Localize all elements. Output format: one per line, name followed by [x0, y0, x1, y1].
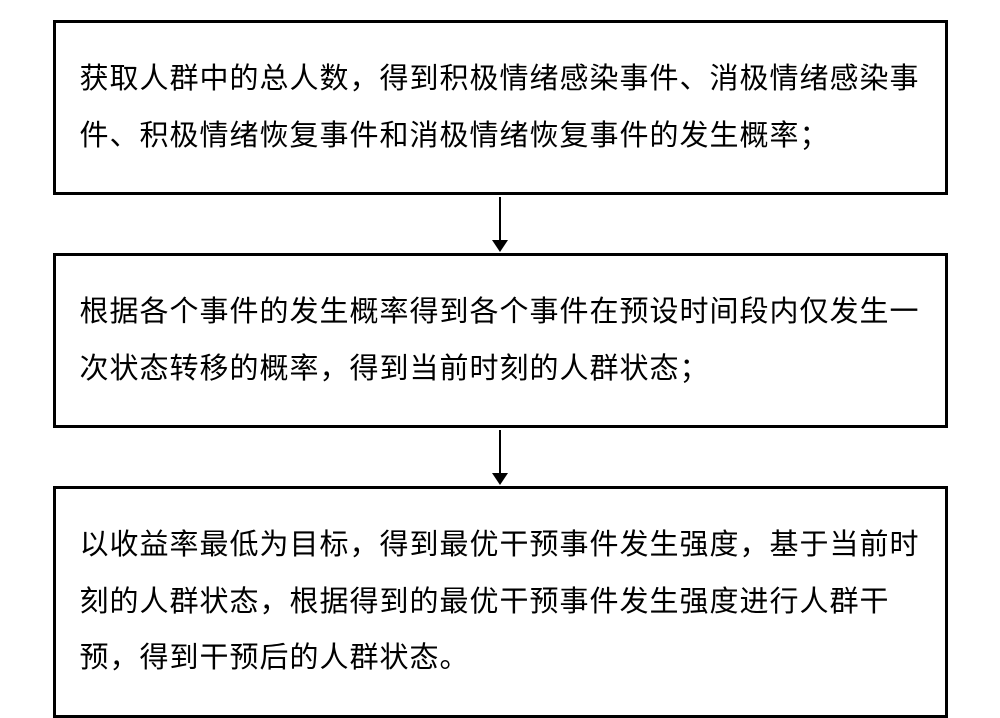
arrow-line-icon	[499, 430, 501, 474]
step-text: 获取人群中的总人数，得到积极情绪感染事件、消极情绪感染事件、积极情绪恢复事件和消…	[80, 51, 921, 164]
arrow-head-icon	[492, 473, 508, 485]
step-text: 以收益率最低为目标，得到最优干预事件发生强度，基于当前时刻的人群状态，根据得到的…	[80, 517, 921, 687]
arrow-1	[492, 195, 508, 253]
step-text: 根据各个事件的发生概率得到各个事件在预设时间段内仅发生一次状态转移的概率，得到当…	[80, 284, 921, 397]
arrow-head-icon	[492, 240, 508, 252]
arrow-2	[492, 428, 508, 486]
arrow-line-icon	[499, 197, 501, 241]
flowchart-step-3: 以收益率最低为目标，得到最优干预事件发生强度，基于当前时刻的人群状态，根据得到的…	[53, 486, 948, 718]
flowchart-container: 获取人群中的总人数，得到积极情绪感染事件、消极情绪感染事件、积极情绪恢复事件和消…	[50, 20, 950, 718]
flowchart-step-1: 获取人群中的总人数，得到积极情绪感染事件、消极情绪感染事件、积极情绪恢复事件和消…	[53, 20, 948, 195]
flowchart-step-2: 根据各个事件的发生概率得到各个事件在预设时间段内仅发生一次状态转移的概率，得到当…	[53, 253, 948, 428]
